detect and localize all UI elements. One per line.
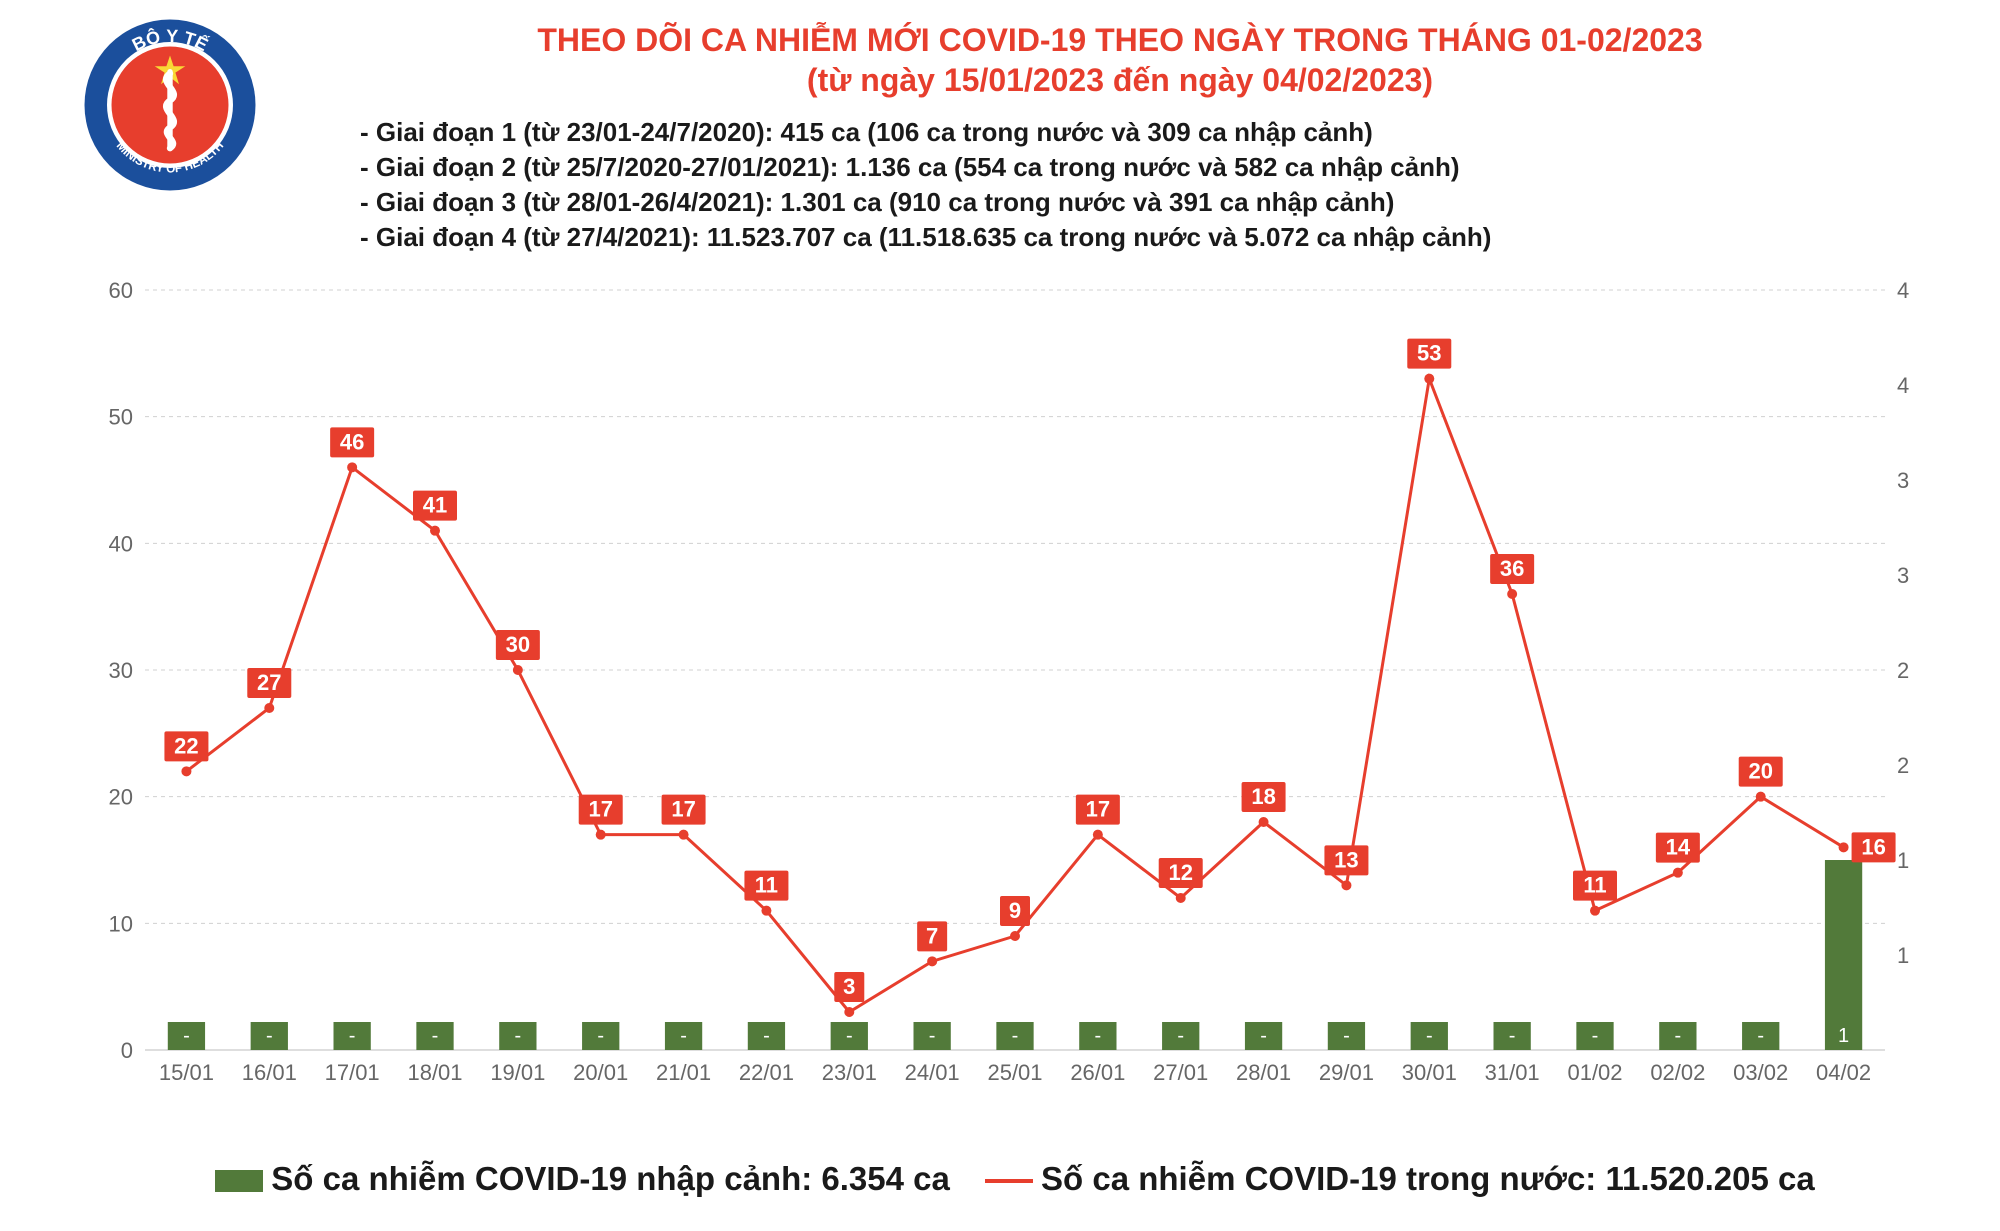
svg-text:-: - <box>1426 1025 1433 1047</box>
svg-text:7: 7 <box>926 923 938 948</box>
svg-text:31/01: 31/01 <box>1485 1060 1540 1085</box>
svg-text:17/01: 17/01 <box>325 1060 380 1085</box>
svg-text:30: 30 <box>506 632 530 657</box>
svg-text:21/01: 21/01 <box>656 1060 711 1085</box>
svg-text:-: - <box>1177 1025 1184 1047</box>
svg-text:1: 1 <box>1838 1025 1849 1047</box>
svg-text:25/01: 25/01 <box>987 1060 1042 1085</box>
svg-text:10: 10 <box>109 911 133 936</box>
title-line-1: THEO DÕI CA NHIỄM MỚI COVID-19 THEO NGÀY… <box>300 20 1940 60</box>
svg-text:23/01: 23/01 <box>822 1060 877 1085</box>
svg-text:16: 16 <box>1861 834 1885 859</box>
svg-text:-: - <box>1012 1025 1019 1047</box>
svg-text:16/01: 16/01 <box>242 1060 297 1085</box>
svg-text:04/02: 04/02 <box>1816 1060 1871 1085</box>
svg-text:17: 17 <box>588 797 612 822</box>
svg-text:40: 40 <box>109 531 133 556</box>
svg-text:1: 1 <box>1897 848 1909 873</box>
svg-text:20/01: 20/01 <box>573 1060 628 1085</box>
ministry-logo: BỘ Y TẾ MINISTRY OF HEALTH <box>80 15 260 195</box>
svg-text:11: 11 <box>755 873 778 898</box>
svg-text:29/01: 29/01 <box>1319 1060 1374 1085</box>
title-line-2: (từ ngày 15/01/2023 đến ngày 04/02/2023) <box>300 60 1940 100</box>
svg-text:-: - <box>515 1025 522 1047</box>
svg-text:02/02: 02/02 <box>1650 1060 1705 1085</box>
svg-text:-: - <box>929 1025 936 1047</box>
svg-text:15/01: 15/01 <box>159 1060 214 1085</box>
svg-text:27/01: 27/01 <box>1153 1060 1208 1085</box>
svg-text:-: - <box>597 1025 604 1047</box>
svg-text:30: 30 <box>109 658 133 683</box>
legend-line-swatch <box>985 1179 1033 1183</box>
phase-line: - Giai đoạn 4 (từ 27/4/2021): 11.523.707… <box>360 220 1491 255</box>
svg-text:13: 13 <box>1334 847 1358 872</box>
svg-text:28/01: 28/01 <box>1236 1060 1291 1085</box>
svg-text:19/01: 19/01 <box>490 1060 545 1085</box>
svg-text:27: 27 <box>257 670 281 695</box>
svg-text:-: - <box>846 1025 853 1047</box>
svg-text:-: - <box>1343 1025 1350 1047</box>
svg-text:0: 0 <box>121 1038 133 1063</box>
svg-text:9: 9 <box>1009 898 1021 923</box>
svg-text:1: 1 <box>1897 943 1909 968</box>
svg-text:3: 3 <box>1897 468 1909 493</box>
legend-bar-text: Số ca nhiễm COVID-19 nhập cảnh: 6.354 ca <box>271 1160 950 1197</box>
svg-text:-: - <box>1095 1025 1102 1047</box>
svg-text:36: 36 <box>1500 556 1524 581</box>
phase-line: - Giai đoạn 1 (từ 23/01-24/7/2020): 415 … <box>360 115 1491 150</box>
svg-text:-: - <box>349 1025 356 1047</box>
svg-text:41: 41 <box>423 493 447 518</box>
svg-text:17: 17 <box>671 797 695 822</box>
svg-text:-: - <box>266 1025 273 1047</box>
svg-text:4: 4 <box>1897 373 1909 398</box>
chart-plot-area: 010203040506011223344-------------------… <box>95 280 1935 1150</box>
svg-text:60: 60 <box>109 280 133 303</box>
phase-summary: - Giai đoạn 1 (từ 23/01-24/7/2020): 415 … <box>360 115 1491 255</box>
svg-text:20: 20 <box>109 785 133 810</box>
svg-text:24/01: 24/01 <box>905 1060 960 1085</box>
svg-text:4: 4 <box>1897 280 1909 303</box>
chart-title: THEO DÕI CA NHIỄM MỚI COVID-19 THEO NGÀY… <box>300 20 1940 100</box>
svg-text:22: 22 <box>174 733 198 758</box>
svg-text:18/01: 18/01 <box>407 1060 462 1085</box>
svg-text:-: - <box>1509 1025 1516 1047</box>
chart-svg: 010203040506011223344-------------------… <box>95 280 1935 1110</box>
svg-text:03/02: 03/02 <box>1733 1060 1788 1085</box>
svg-text:20: 20 <box>1748 759 1772 784</box>
svg-text:53: 53 <box>1417 341 1441 366</box>
svg-text:-: - <box>432 1025 439 1047</box>
legend-bar-swatch <box>215 1170 263 1192</box>
svg-text:50: 50 <box>109 405 133 430</box>
svg-text:01/02: 01/02 <box>1567 1060 1622 1085</box>
svg-text:2: 2 <box>1897 753 1909 778</box>
svg-text:3: 3 <box>843 974 855 999</box>
svg-text:-: - <box>1675 1025 1682 1047</box>
svg-text:12: 12 <box>1168 860 1192 885</box>
svg-text:-: - <box>1260 1025 1267 1047</box>
svg-text:-: - <box>183 1025 190 1047</box>
svg-text:18: 18 <box>1251 784 1275 809</box>
svg-text:-: - <box>1592 1025 1599 1047</box>
svg-text:-: - <box>763 1025 770 1047</box>
svg-text:-: - <box>1757 1025 1764 1047</box>
phase-line: - Giai đoạn 2 (từ 25/7/2020-27/01/2021):… <box>360 150 1491 185</box>
phase-line: - Giai đoạn 3 (từ 28/01-26/4/2021): 1.30… <box>360 185 1491 220</box>
svg-text:14: 14 <box>1666 835 1691 860</box>
svg-text:46: 46 <box>340 429 364 454</box>
legend-line-text: Số ca nhiễm COVID-19 trong nước: 11.520.… <box>1041 1160 1815 1197</box>
svg-text:30/01: 30/01 <box>1402 1060 1457 1085</box>
svg-text:2: 2 <box>1897 658 1909 683</box>
chart-container: BỘ Y TẾ MINISTRY OF HEALTH THEO DÕI CA N… <box>0 0 2000 1231</box>
svg-text:26/01: 26/01 <box>1070 1060 1125 1085</box>
chart-legend: Số ca nhiễm COVID-19 nhập cảnh: 6.354 ca… <box>95 1160 1935 1198</box>
svg-text:-: - <box>680 1025 687 1047</box>
svg-text:22/01: 22/01 <box>739 1060 794 1085</box>
svg-text:11: 11 <box>1583 873 1606 898</box>
svg-text:17: 17 <box>1086 797 1110 822</box>
svg-text:3: 3 <box>1897 563 1909 588</box>
